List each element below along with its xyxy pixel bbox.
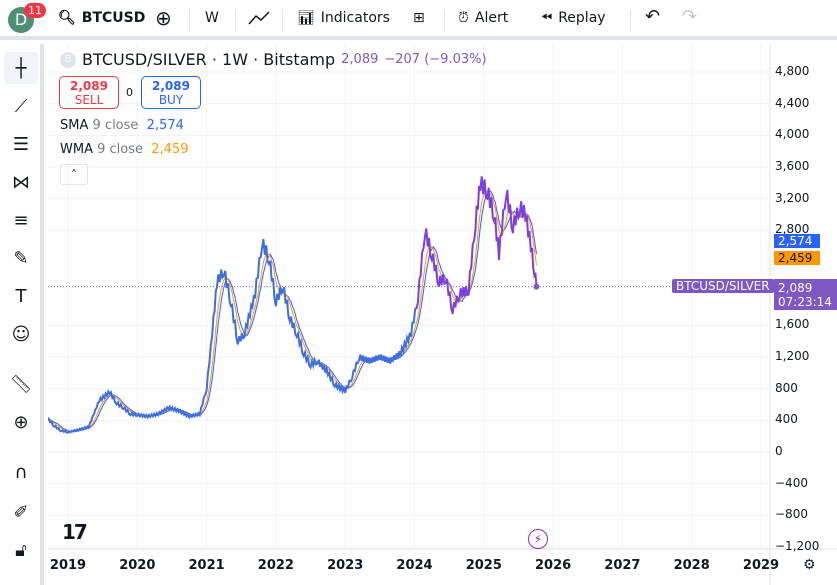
time-tick-label: 2029 [742,558,780,573]
drawing-toolbar: ┼ ⟋ ☰ ⋈ ≡ ✎ T ☺ 📏︎ ⊕ ∩ ✐ 🔓︎ [0,44,44,585]
price-tick-label: 3,200 [775,190,810,205]
alert-button[interactable]: ⏰︎ Alert [458,10,509,26]
chart-type-line-icon[interactable] [248,10,270,26]
price-tick-label: 400 [775,412,798,427]
time-tick-label: 2028 [673,558,710,573]
price-chart[interactable] [48,44,837,585]
price-line-early [48,238,417,434]
top-toolbar: D 11 🔍︎ BTCUSD ⊕ W 📊︎ Indicators ⊞ ⏰︎ Alert… [0,0,837,40]
chart-legend: B BTCUSD/SILVER · 1W · Bitstamp 2,089 −2… [60,50,487,69]
price-tick-label: −1,200 [775,539,820,553]
symbol-label: BTCUSD [81,10,146,26]
chart-pane[interactable] [48,44,837,585]
lightning-event-icon[interactable]: ⚡︎ [528,529,548,549]
zoom-in-icon[interactable]: ⊕ [13,411,29,433]
price-tick-label: 1,200 [775,348,810,363]
price-tick-label: 4,400 [775,95,810,110]
tradingview-logo[interactable]: 17 [62,520,88,544]
undo-icon[interactable]: ↶ [645,6,661,27]
symbol-search[interactable]: 🔍︎ BTCUSD [58,10,145,26]
sma-legend[interactable]: SMA 9 close 2,574 [60,118,184,133]
time-tick-label: 2024 [396,558,433,573]
price-tick-label: 0 [775,444,783,458]
price-line-recent [415,176,538,315]
wma-line [48,189,537,433]
time-tick-label: 2023 [327,558,364,573]
interval-button[interactable]: W [205,10,219,26]
settings-gear-icon[interactable]: ⚙ [803,557,816,573]
search-icon: 🔍︎ [58,10,76,26]
price-tick-label: 3,600 [775,158,810,173]
price-tick-label: −400 [775,475,808,490]
sma-line [48,190,537,433]
price-change: −207 (−9.03%) [384,52,487,67]
price-tick-label: 4,800 [775,63,810,78]
emoji-icon[interactable]: ☺ [11,323,31,345]
replay-button[interactable]: ⏪︎ Replay [541,10,606,26]
last-price-dot [533,283,540,290]
last-price-tag: 2,089 07:23:14 [774,279,837,310]
fib-retracement-icon[interactable]: ☰ [12,133,30,155]
redo-icon[interactable]: ↷ [682,6,698,27]
exchange-logo: B [60,51,76,68]
time-tick-label: 2020 [119,558,156,573]
layouts-grid-icon[interactable]: ⊞ [413,10,425,26]
price-tick-label: 2,800 [775,222,810,237]
time-tick-label: 2025 [465,558,502,573]
price-tick-label: 1,600 [775,317,810,332]
wma-legend[interactable]: WMA 9 close 2,459 [60,142,189,157]
price-tick-label: −800 [775,507,808,522]
collapse-legend-chevron-up-icon[interactable]: ˄ [60,164,88,185]
brush-icon[interactable]: ✎ [13,247,29,269]
time-tick-label: 2021 [188,558,225,573]
ruler-icon[interactable]: 📏︎ [9,373,33,395]
pattern-icon[interactable]: ⋈ [12,171,30,193]
spread: 0 [126,86,133,99]
time-tick-label: 2027 [604,558,641,573]
crosshair-icon[interactable]: ┼ [4,52,38,84]
alarm-clock-icon: ⏰︎ [458,10,469,26]
buy-button[interactable]: 2,089 BUY [141,76,201,109]
price-tick-label: 800 [775,380,798,395]
series-label-tag: BTCUSD/SILVER [672,279,774,293]
indicators-button[interactable]: 📊︎ Indicators [297,10,390,26]
lock-icon[interactable]: 🔓︎ [15,539,27,561]
trend-line-icon[interactable]: ⟋ [14,95,28,117]
indicators-icon: 📊︎ [297,10,315,26]
text-icon[interactable]: T [15,285,27,307]
rewind-icon: ⏪︎ [541,10,553,26]
last-price: 2,089 [341,52,379,67]
time-tick-label: 2019 [49,558,87,573]
notification-badge: 11 [24,3,46,18]
magnet-icon[interactable]: ∩ [14,461,28,483]
price-tick-label: 4,000 [775,127,810,142]
time-tick-label: 2022 [257,558,294,573]
compare-plus-icon[interactable]: ⊕ [155,6,172,30]
sell-button[interactable]: 2,089 SELL [59,76,119,109]
symbol-title[interactable]: BTCUSD/SILVER · 1W · Bitstamp [82,50,336,69]
wma-price-tag: 2,459 [774,251,820,265]
prediction-icon[interactable]: ≡ [13,209,29,231]
sma-price-tag: 2,574 [774,234,820,248]
lock-drawings-icon[interactable]: ✐ [13,501,29,523]
time-tick-label: 2026 [535,558,572,573]
